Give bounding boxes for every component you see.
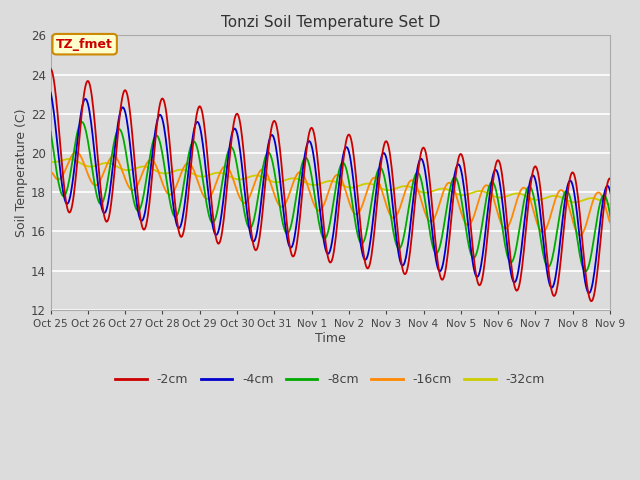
Text: TZ_fmet: TZ_fmet [56,38,113,51]
Y-axis label: Soil Temperature (C): Soil Temperature (C) [15,108,28,237]
Legend: -2cm, -4cm, -8cm, -16cm, -32cm: -2cm, -4cm, -8cm, -16cm, -32cm [111,368,550,391]
X-axis label: Time: Time [315,332,346,345]
Title: Tonzi Soil Temperature Set D: Tonzi Soil Temperature Set D [221,15,440,30]
